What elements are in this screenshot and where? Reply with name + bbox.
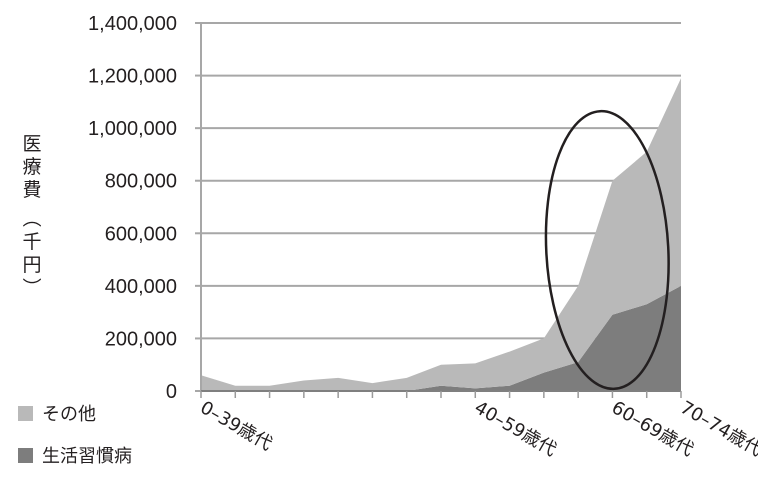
y-tick-label: 600,000 — [105, 223, 177, 245]
y-axis-label-char: 円 — [22, 254, 41, 276]
y-tick-label: 800,000 — [105, 171, 177, 193]
y-tick-label: 400,000 — [105, 276, 177, 298]
y-tick-label: 1,200,000 — [88, 66, 177, 88]
legend-label-0: 生活習慣病 — [42, 446, 132, 467]
annotation-ellipse — [544, 109, 670, 391]
y-axis-label-char: ） — [20, 277, 42, 296]
x-tick-label: 40–59歳代 — [471, 397, 560, 461]
annotation-layer — [544, 109, 670, 391]
y-axis-label-char: 療 — [22, 156, 41, 178]
y-axis-label-char: （ — [20, 208, 42, 227]
y-axis-label-char: 千 — [22, 231, 41, 253]
y-axis-label-char: 費 — [22, 179, 41, 201]
x-tick-label: 0–39歳代 — [197, 397, 276, 455]
y-tick-label: 0 — [166, 381, 177, 403]
y-tick-label: 200,000 — [105, 328, 177, 350]
y-tick-label: 1,000,000 — [88, 118, 177, 140]
y-axis-ticks: 1,400,000 1,200,000 1,000,000 800,000 600,00… — [88, 13, 177, 403]
legend-label-1: その他 — [42, 404, 96, 425]
area-series — [201, 78, 681, 391]
legend-swatch-1 — [18, 406, 33, 421]
y-tick-label: 1,400,000 — [88, 13, 177, 35]
y-axis-label-char: 医 — [22, 133, 41, 155]
axes — [195, 22, 682, 398]
area-series-1 — [201, 78, 681, 391]
y-axis-label: 医療費 （ 千円） — [20, 133, 42, 297]
gridlines — [201, 22, 681, 340]
legend-swatch-0 — [18, 448, 33, 463]
